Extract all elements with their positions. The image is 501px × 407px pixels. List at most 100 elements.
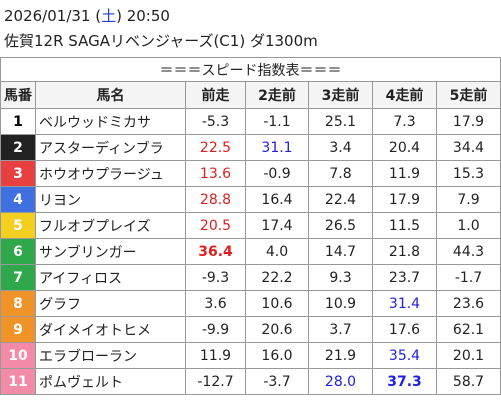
speed-index: 17.9: [435, 108, 501, 135]
horse-name: グラフ: [35, 290, 186, 317]
horse-name: ホウオウプラージュ: [35, 160, 186, 187]
header-row: 馬番 馬名 前走 2走前 3走前 4走前 5走前: [0, 81, 501, 109]
speed-index: 26.5: [308, 212, 373, 239]
speed-index: -1.7: [435, 264, 501, 291]
speed-index: 15.3: [435, 160, 501, 187]
speed-index: -5.3: [185, 108, 246, 135]
column-header: 馬名: [35, 81, 186, 109]
horse-name: アスターディンブラ: [35, 134, 186, 161]
speed-index: 34.4: [435, 134, 501, 161]
column-header: 前走: [185, 81, 246, 109]
horse-name: エラブローラン: [35, 342, 186, 369]
horse-number: 2: [0, 134, 36, 161]
horse-number: 5: [0, 212, 36, 239]
speed-index: 21.8: [372, 238, 437, 265]
speed-index: -12.7: [185, 368, 246, 395]
horse-number: 3: [0, 160, 36, 187]
horse-row: 6 サンブリンガー 36.4 4.0 14.7 21.8 44.3: [0, 238, 501, 265]
horse-row: 2 アスターディンブラ 22.5 31.1 3.4 20.4 34.4: [0, 134, 501, 161]
horse-name: フルオブプレイズ: [35, 212, 186, 239]
horse-number: 10: [0, 342, 36, 369]
speed-index: 11.5: [372, 212, 437, 239]
horse-number: 7: [0, 264, 36, 291]
horse-name: ベルウッドミカサ: [35, 108, 186, 135]
horse-number: 8: [0, 290, 36, 317]
speed-index: 3.6: [185, 290, 246, 317]
speed-index: 23.6: [435, 290, 501, 317]
speed-index: -0.9: [245, 160, 309, 187]
horse-row: 7 アイフィロス -9.3 22.2 9.3 23.7 -1.7: [0, 264, 501, 291]
speed-index: 37.3: [372, 368, 437, 395]
horse-number: 4: [0, 186, 36, 213]
speed-index: 31.4: [372, 290, 437, 317]
date-part: ) 20:50: [116, 7, 170, 25]
table-head: ＝＝＝スピード指数表＝＝＝ 馬番 馬名 前走 2走前 3走前 4走前 5走前: [0, 57, 501, 109]
speed-index: 22.5: [185, 134, 246, 161]
table-title: ＝＝＝スピード指数表＝＝＝: [0, 57, 501, 82]
horse-name: アイフィロス: [35, 264, 186, 291]
speed-index: 23.7: [372, 264, 437, 291]
speed-index: 16.0: [245, 342, 309, 369]
speed-index: 14.7: [308, 238, 373, 265]
horse-number: 9: [0, 316, 36, 343]
speed-index: 4.0: [245, 238, 309, 265]
speed-index: 20.4: [372, 134, 437, 161]
speed-index: 20.6: [245, 316, 309, 343]
horse-row: 4 リヨン 28.8 16.4 22.4 17.9 7.9: [0, 186, 501, 213]
column-header: 3走前: [308, 81, 373, 109]
speed-index: 25.1: [308, 108, 373, 135]
speed-index: 10.9: [308, 290, 373, 317]
speed-index: 13.6: [185, 160, 246, 187]
table-body: 1 ベルウッドミカサ -5.3 -1.1 25.1 7.3 17.9 2 アスターディンブラ 22…: [0, 108, 501, 395]
horse-row: 11 ポムヴェルト -12.7 -3.7 28.0 37.3 58.7: [0, 368, 501, 395]
horse-row: 10 エラブローラン 11.9 16.0 21.9 35.4 20.1: [0, 342, 501, 369]
speed-index: 7.9: [435, 186, 501, 213]
speed-index: 16.4: [245, 186, 309, 213]
speed-index: 20.1: [435, 342, 501, 369]
speed-index: 31.1: [245, 134, 309, 161]
speed-index: 28.0: [308, 368, 373, 395]
speed-index: 10.6: [245, 290, 309, 317]
speed-index: 22.4: [308, 186, 373, 213]
title-row: ＝＝＝スピード指数表＝＝＝: [0, 57, 501, 82]
speed-index: 35.4: [372, 342, 437, 369]
horse-name: ダイメイオトヒメ: [35, 316, 186, 343]
date-line: 2026/01/31 (土) 20:50: [4, 5, 170, 26]
speed-index: -3.7: [245, 368, 309, 395]
horse-number: 1: [0, 108, 36, 135]
column-header: 4走前: [372, 81, 437, 109]
horse-row: 9 ダイメイオトヒメ -9.9 20.6 3.7 17.6 62.1: [0, 316, 501, 343]
speed-index: 11.9: [185, 342, 246, 369]
speed-index: 17.9: [372, 186, 437, 213]
horse-row: 3 ホウオウプラージュ 13.6 -0.9 7.8 11.9 15.3: [0, 160, 501, 187]
speed-index: 1.0: [435, 212, 501, 239]
horse-name: サンブリンガー: [35, 238, 186, 265]
speed-index: 17.4: [245, 212, 309, 239]
horse-row: 1 ベルウッドミカサ -5.3 -1.1 25.1 7.3 17.9: [0, 108, 501, 135]
speed-index: 58.7: [435, 368, 501, 395]
date-part: 2026/01/31 (: [4, 7, 102, 25]
column-header: 5走前: [435, 81, 501, 109]
speed-index: 9.3: [308, 264, 373, 291]
horse-row: 5 フルオブプレイズ 20.5 17.4 26.5 11.5 1.0: [0, 212, 501, 239]
date-part: 土: [101, 7, 117, 25]
speed-index: -9.9: [185, 316, 246, 343]
speed-index: 7.8: [308, 160, 373, 187]
horse-name: ポムヴェルト: [35, 368, 186, 395]
race-title: 佐賀12R SAGAリベンジャーズ(C1) ダ1300m: [4, 32, 318, 50]
speed-index: -9.3: [185, 264, 246, 291]
speed-table: ＝＝＝スピード指数表＝＝＝ 馬番 馬名 前走 2走前 3走前 4走前 5走前 1 ベルウッドミカ…: [0, 57, 501, 395]
speed-index: 28.8: [185, 186, 246, 213]
speed-index: 36.4: [185, 238, 246, 265]
horse-number: 11: [0, 368, 36, 395]
horse-number: 6: [0, 238, 36, 265]
horse-name: リヨン: [35, 186, 186, 213]
speed-index: 17.6: [372, 316, 437, 343]
speed-index: 44.3: [435, 238, 501, 265]
speed-index: 20.5: [185, 212, 246, 239]
speed-index: 22.2: [245, 264, 309, 291]
horse-row: 8 グラフ 3.6 10.6 10.9 31.4 23.6: [0, 290, 501, 317]
speed-index: 7.3: [372, 108, 437, 135]
speed-index: 3.4: [308, 134, 373, 161]
